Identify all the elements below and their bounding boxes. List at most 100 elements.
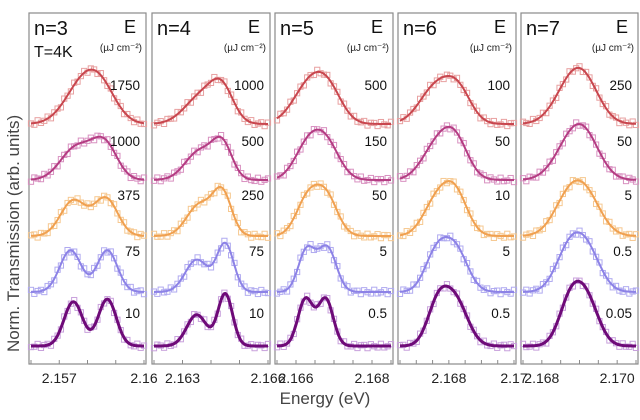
trace-5	[396, 232, 518, 298]
data-point	[140, 174, 148, 181]
x-tick-label: 2.16	[130, 370, 157, 386]
data-point	[54, 216, 61, 224]
data-point	[443, 71, 451, 78]
y-axis-label: Norm. Transmission (arb. units)	[4, 115, 23, 352]
panel-title: n=3	[34, 18, 68, 40]
fluence-label: 10	[125, 306, 140, 321]
data-point	[167, 115, 174, 122]
data-point	[626, 174, 633, 181]
fit-line	[523, 279, 636, 348]
data-point	[510, 119, 518, 127]
data-point	[536, 114, 543, 122]
data-point	[500, 178, 508, 185]
data-point	[64, 92, 71, 99]
x-tick-label: 2.163	[165, 370, 200, 386]
data-point	[474, 224, 481, 232]
data-point	[97, 254, 104, 261]
data-point	[351, 173, 358, 180]
data-point	[384, 122, 391, 129]
x-tick-label: 2.166	[250, 370, 285, 386]
data-point	[114, 98, 121, 106]
data-point	[137, 230, 144, 238]
data-point	[251, 177, 258, 185]
data-point	[307, 184, 314, 191]
data-point	[410, 105, 417, 113]
data-point	[127, 228, 134, 235]
trace-10	[396, 177, 518, 241]
fit-line	[30, 68, 145, 125]
panel-n6: n=6 E (µJ cm⁻²) 2.168 2.17 100 50 10 5 0.5	[396, 12, 528, 386]
data-point	[367, 290, 374, 297]
trace-1750	[27, 65, 148, 128]
data-point	[361, 234, 368, 241]
data-point	[258, 234, 265, 241]
fluence-label: 0.05	[606, 306, 632, 321]
trace-10	[27, 296, 148, 351]
fluence-label: 1000	[110, 134, 140, 149]
fluence-unit: (µJ cm⁻²)	[347, 43, 389, 54]
fluence-label: 500	[241, 134, 264, 149]
data-point	[280, 110, 287, 117]
fluence-label: 0.5	[613, 244, 632, 259]
data-point	[91, 200, 98, 207]
panel-frame	[397, 12, 517, 365]
data-point	[519, 118, 527, 125]
data-point	[543, 165, 550, 172]
data-point	[579, 122, 586, 129]
data-point	[543, 279, 550, 286]
fluence-label: 5	[379, 244, 387, 259]
data-point	[632, 287, 640, 294]
data-point	[579, 232, 586, 239]
data-point	[47, 281, 55, 288]
data-point	[494, 121, 501, 128]
data-point	[71, 143, 78, 150]
fluence-label: 5	[624, 188, 632, 203]
fit-line	[154, 291, 268, 348]
data-point	[258, 119, 265, 126]
data-point	[47, 168, 55, 175]
trace-1000	[27, 132, 148, 185]
data-point	[632, 231, 640, 238]
trace-0.5	[273, 292, 395, 352]
data-point	[211, 136, 218, 143]
data-point	[433, 77, 440, 84]
data-point	[57, 156, 65, 163]
trace-375	[27, 192, 148, 241]
data-point	[64, 199, 71, 207]
fit-line	[400, 236, 514, 293]
fit-line	[30, 135, 145, 181]
trace-500	[150, 132, 272, 185]
data-point	[204, 194, 211, 201]
data-point	[264, 175, 272, 182]
data-point	[494, 287, 501, 294]
data-point	[387, 287, 395, 295]
fluence-label: 50	[495, 134, 510, 149]
data-point	[606, 278, 613, 285]
fit-line	[276, 296, 391, 348]
trace-50	[273, 180, 395, 242]
fluence-label: 10	[249, 306, 264, 321]
trace-1000	[150, 73, 272, 130]
fit-line	[153, 77, 268, 125]
data-point	[361, 177, 368, 184]
fluence-label: 1000	[234, 78, 264, 93]
fluence-label: 250	[609, 78, 632, 93]
data-point	[367, 234, 374, 241]
data-point	[51, 109, 58, 116]
data-point	[187, 260, 194, 267]
data-point	[191, 93, 198, 100]
fit-line	[277, 244, 391, 293]
fluence-label: 10	[495, 188, 510, 203]
data-point	[457, 81, 464, 88]
data-point	[300, 138, 307, 145]
data-point	[559, 81, 566, 88]
data-point	[150, 177, 158, 184]
data-point	[320, 71, 328, 78]
data-point	[207, 190, 215, 198]
fit-line	[399, 125, 514, 181]
fit-line	[522, 123, 636, 181]
trace-5	[519, 177, 640, 241]
data-point	[224, 143, 231, 151]
fit-line	[523, 231, 636, 293]
data-point	[204, 81, 211, 88]
